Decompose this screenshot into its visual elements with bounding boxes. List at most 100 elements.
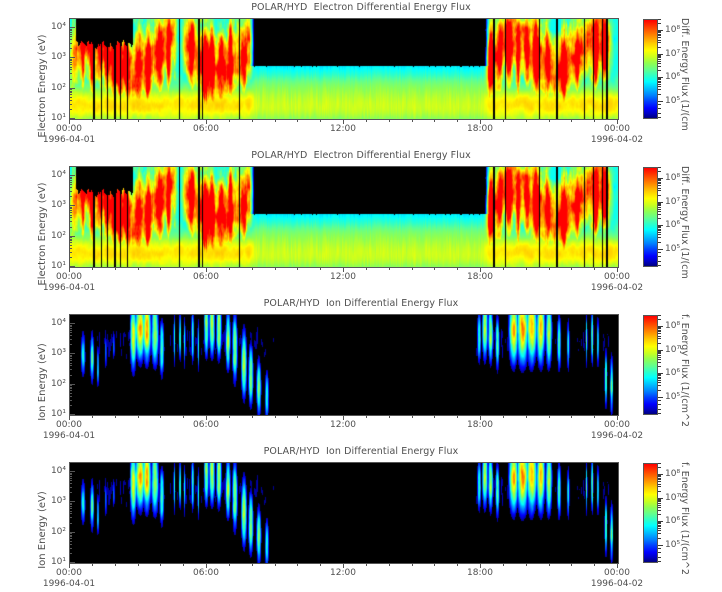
x-tick-minor: [274, 119, 276, 122]
y-tick-minor: [69, 90, 72, 92]
x-tick-mark: [206, 415, 207, 420]
y-axis-label-wrap: Electron Energy (eV): [0, 166, 48, 285]
colorbar-tick-minor: [658, 167, 661, 168]
y-tick-minor: [69, 240, 72, 242]
y-tick-minor: [69, 314, 72, 315]
x-tick-minor: [594, 267, 596, 270]
x-tick-minor: [594, 563, 596, 566]
x-tick-label: 00:00 1996-04-01: [43, 420, 95, 441]
y-tick-minor: [69, 66, 72, 68]
x-tick-time: 00:00: [56, 568, 82, 578]
colorbar-tick-minor: [658, 218, 661, 220]
x-tick-minor: [320, 119, 322, 122]
y-tick-minor: [69, 108, 72, 110]
colorbar-tick: [658, 544, 663, 546]
colorbar-tick-minor: [658, 551, 661, 553]
x-tick-date: 1996-04-01: [42, 135, 96, 145]
y-tick-label: 10³: [50, 348, 66, 359]
colorbar-tick-minor: [658, 228, 661, 230]
colorbar-tick-minor: [658, 502, 661, 504]
x-tick-minor: [91, 119, 93, 122]
colorbar-tick-minor: [658, 117, 661, 118]
colorbar-tick-label: 10⁸: [665, 25, 681, 36]
y-tick-minor: [69, 404, 72, 406]
x-tick-minor: [228, 267, 230, 270]
x-tick-minor: [297, 119, 299, 122]
colorbar-tick-minor: [658, 353, 661, 355]
colorbar-tick-label: 10⁵: [665, 391, 681, 402]
colorbar-tick-minor: [658, 522, 661, 524]
x-tick-time: 00:00: [56, 420, 82, 430]
x-tick-minor: [388, 267, 390, 270]
y-tick-minor: [69, 36, 72, 38]
x-tick-label: 06:00: [193, 124, 219, 135]
y-tick-minor: [69, 374, 72, 376]
colorbar-tick-minor: [658, 350, 661, 352]
colorbar-tick-minor: [658, 208, 661, 210]
x-tick-date: 1996-04-01: [42, 431, 96, 441]
y-tick-minor: [69, 335, 72, 337]
colorbar-tick-minor: [658, 54, 661, 56]
x-tick-label: 06:00: [193, 272, 219, 283]
x-tick-minor: [297, 563, 299, 566]
colorbar: [643, 463, 658, 563]
colorbar-tick-minor: [658, 504, 661, 506]
y-tick-mark: [69, 205, 75, 207]
colorbar-tick-minor: [658, 413, 661, 414]
colorbar-tick-minor: [658, 46, 661, 48]
colorbar-tick-minor: [658, 561, 661, 562]
y-tick-mark: [69, 353, 75, 355]
colorbar-tick-minor: [658, 507, 661, 508]
y-tick-minor: [69, 547, 72, 549]
spectrogram-plot-area: [69, 314, 619, 416]
colorbar-tick-minor: [658, 206, 661, 208]
y-tick-minor: [69, 329, 72, 331]
y-tick-minor: [69, 502, 72, 504]
x-tick-mark: [343, 267, 344, 272]
colorbar-tick-minor: [658, 112, 661, 114]
colorbar-tick-minor: [658, 58, 661, 60]
colorbar-tick-minor: [658, 226, 661, 228]
colorbar-tick-minor: [658, 329, 661, 331]
y-tick-minor: [69, 176, 72, 178]
x-tick-time: 06:00: [193, 272, 219, 282]
x-tick-minor: [320, 267, 322, 270]
x-tick-minor: [525, 563, 527, 566]
x-tick-mark: [480, 563, 481, 568]
colorbar-tick-label: 10⁶: [665, 368, 681, 379]
x-tick-time: 06:00: [193, 124, 219, 134]
y-tick-minor: [69, 365, 72, 367]
colorbar-tick-minor: [658, 375, 661, 377]
y-tick-minor: [69, 214, 72, 216]
y-tick-minor: [69, 338, 72, 340]
colorbar-tick-label: 10⁵: [665, 539, 681, 550]
colorbar-tick-minor: [658, 39, 661, 41]
x-tick-minor: [320, 563, 322, 566]
x-tick-label: 06:00: [193, 568, 219, 579]
colorbar-tick-minor: [658, 265, 661, 266]
colorbar-tick-minor: [658, 180, 661, 182]
colorbar-tick-minor: [658, 31, 661, 33]
y-tick-minor: [69, 184, 72, 186]
y-tick-mark: [69, 57, 75, 59]
y-tick-minor: [69, 538, 72, 540]
x-tick-mark: [617, 563, 618, 568]
colorbar-tick-label: 10⁷: [665, 344, 681, 355]
x-tick-minor: [274, 415, 276, 418]
spectrogram-panel: POLAR/HYD Ion Differential Energy Flux I…: [0, 444, 722, 592]
x-tick-minor: [411, 415, 413, 418]
x-tick-minor: [137, 415, 139, 418]
y-tick-minor: [69, 73, 72, 75]
x-tick-minor: [274, 563, 276, 566]
x-tick-minor: [502, 415, 504, 418]
y-tick-minor: [69, 480, 72, 482]
colorbar-tick-minor: [658, 354, 661, 356]
y-tick-minor: [69, 362, 72, 364]
colorbar-tick-minor: [658, 187, 661, 189]
x-tick-time: 12:00: [330, 124, 356, 134]
x-tick-date: 1996-04-01: [42, 283, 96, 293]
colorbar-tick-minor: [658, 481, 661, 483]
colorbar-tick-minor: [658, 202, 661, 204]
y-tick-mark: [69, 266, 75, 267]
x-tick-minor: [411, 563, 413, 566]
